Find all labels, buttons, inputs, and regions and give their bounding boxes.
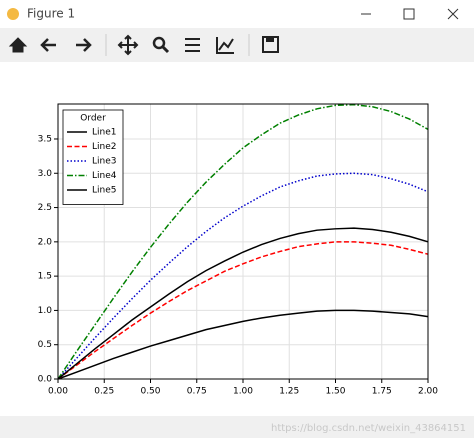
toolbar — [0, 28, 474, 62]
x-tick-label: 1.50 — [325, 387, 345, 397]
app-icon — [7, 8, 19, 20]
y-tick-label: 1.0 — [38, 306, 53, 316]
x-tick-label: 1.75 — [372, 387, 392, 397]
y-tick-label: 2.5 — [38, 203, 52, 213]
zoom-handle — [161, 45, 170, 54]
status-bar — [0, 418, 474, 438]
watermark: https://blog.csdn.net/weixin_43864151 — [271, 423, 466, 434]
series-line — [57, 103, 429, 380]
back-button[interactable] — [40, 38, 56, 52]
pan-button[interactable] — [117, 34, 139, 56]
legend-box — [62, 109, 124, 205]
title-bar — [0, 0, 474, 28]
legend-label: Line4 — [92, 171, 117, 181]
save-icon-part — [266, 37, 274, 42]
series-line — [57, 172, 429, 380]
legend-label: Line3 — [92, 157, 116, 167]
legend-label: Line1 — [92, 128, 116, 138]
series-line — [57, 309, 429, 380]
y-tick-label: 3.5 — [38, 134, 52, 144]
legend-title: Order — [80, 114, 106, 124]
x-tick-label: 0.00 — [48, 387, 68, 397]
x-tick-label: 0.25 — [94, 387, 114, 397]
window-title: Figure 1 — [27, 7, 75, 21]
legend-label: Line2 — [92, 142, 116, 152]
forward-button[interactable] — [76, 38, 92, 52]
y-tick-label: 2.0 — [38, 237, 53, 247]
y-tick-label: 0.0 — [38, 375, 53, 385]
axes-frame — [57, 103, 429, 380]
y-tick-label: 0.5 — [38, 340, 52, 350]
x-tick-label: 0.50 — [140, 387, 160, 397]
zoom-button[interactable] — [152, 36, 166, 50]
configure-button[interactable] — [185, 38, 200, 52]
x-tick-label: 0.75 — [187, 387, 207, 397]
x-tick-label: 1.00 — [233, 387, 253, 397]
y-tick-label: 3.0 — [38, 169, 53, 179]
maximize-button[interactable] — [403, 8, 415, 20]
series-line — [57, 241, 429, 380]
legend-label: Line5 — [92, 186, 116, 196]
plot: 0.0 0.5 1.0 1.5 2.0 2.5 3.0 3.5 0.00 0.25 0.50 0.75… — [38, 103, 438, 397]
x-tick-label: 1.25 — [279, 387, 299, 397]
close-button[interactable] — [447, 8, 459, 20]
y-tick-label: 1.5 — [38, 272, 52, 282]
series-line — [57, 227, 429, 380]
home-button[interactable] — [8, 37, 28, 53]
edit-axis-button[interactable] — [216, 37, 234, 54]
x-tick-label: 2.00 — [418, 387, 438, 397]
